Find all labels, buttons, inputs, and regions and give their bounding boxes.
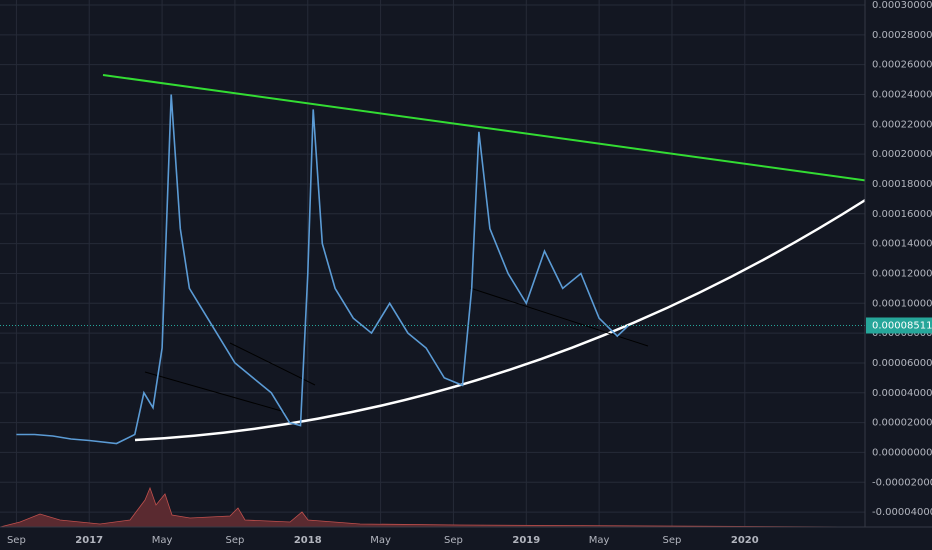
price-tag-label: 0.00008511 bbox=[872, 320, 932, 331]
trend-line bbox=[469, 287, 649, 347]
y-tick-label: 0.00006000 bbox=[872, 358, 932, 369]
y-tick-label: 0.00022000 bbox=[872, 119, 932, 130]
y-tick-label: 0.00004000 bbox=[872, 388, 932, 399]
y-tick-label: 0.00024000 bbox=[872, 89, 932, 100]
y-tick-label: 0.00028000 bbox=[872, 30, 932, 41]
y-tick-label: 0.00000000 bbox=[872, 447, 932, 458]
x-tick-label: May bbox=[370, 535, 391, 546]
y-tick-label: 0.00030000 bbox=[872, 0, 932, 11]
price-line bbox=[16, 94, 629, 445]
y-tick-label: 0.00002000 bbox=[872, 418, 932, 429]
trend-line bbox=[144, 371, 286, 413]
drawings bbox=[0, 74, 865, 527]
support-curve bbox=[134, 198, 865, 442]
y-tick-label: 0.00010000 bbox=[872, 298, 932, 309]
x-tick-label: Sep bbox=[225, 535, 244, 546]
axes: 0.00030000 0.00028000 0.00026000 0.00024000… bbox=[7, 0, 932, 546]
y-tick-label: -0.00004000 bbox=[872, 507, 932, 518]
x-tick-label: 2018 bbox=[294, 535, 322, 546]
y-tick-label: 0.00012000 bbox=[872, 268, 932, 279]
trend-line bbox=[229, 342, 316, 386]
price-tag bbox=[866, 317, 932, 334]
x-tick-label: 2017 bbox=[75, 535, 103, 546]
volume bbox=[0, 486, 865, 527]
x-tick-label: May bbox=[152, 535, 173, 546]
series bbox=[0, 94, 865, 445]
y-tick-label: 0.00026000 bbox=[872, 60, 932, 71]
y-tick-label: 0.00018000 bbox=[872, 179, 932, 190]
y-tick-label: -0.00002000 bbox=[872, 477, 932, 488]
x-tick-label: 2020 bbox=[731, 535, 759, 546]
x-tick-label: Sep bbox=[444, 535, 463, 546]
x-tick-label: Sep bbox=[7, 535, 26, 546]
y-tick-label: 0.00020000 bbox=[872, 149, 932, 160]
x-tick-label: May bbox=[589, 535, 610, 546]
y-tick-label: 0.00016000 bbox=[872, 209, 932, 220]
x-tick-label: 2019 bbox=[512, 535, 540, 546]
resistance-line bbox=[102, 74, 865, 182]
y-tick-label: 0.00014000 bbox=[872, 239, 932, 250]
y-tick-label: 0.00008000 bbox=[872, 328, 932, 339]
x-tick-label: Sep bbox=[663, 535, 682, 546]
